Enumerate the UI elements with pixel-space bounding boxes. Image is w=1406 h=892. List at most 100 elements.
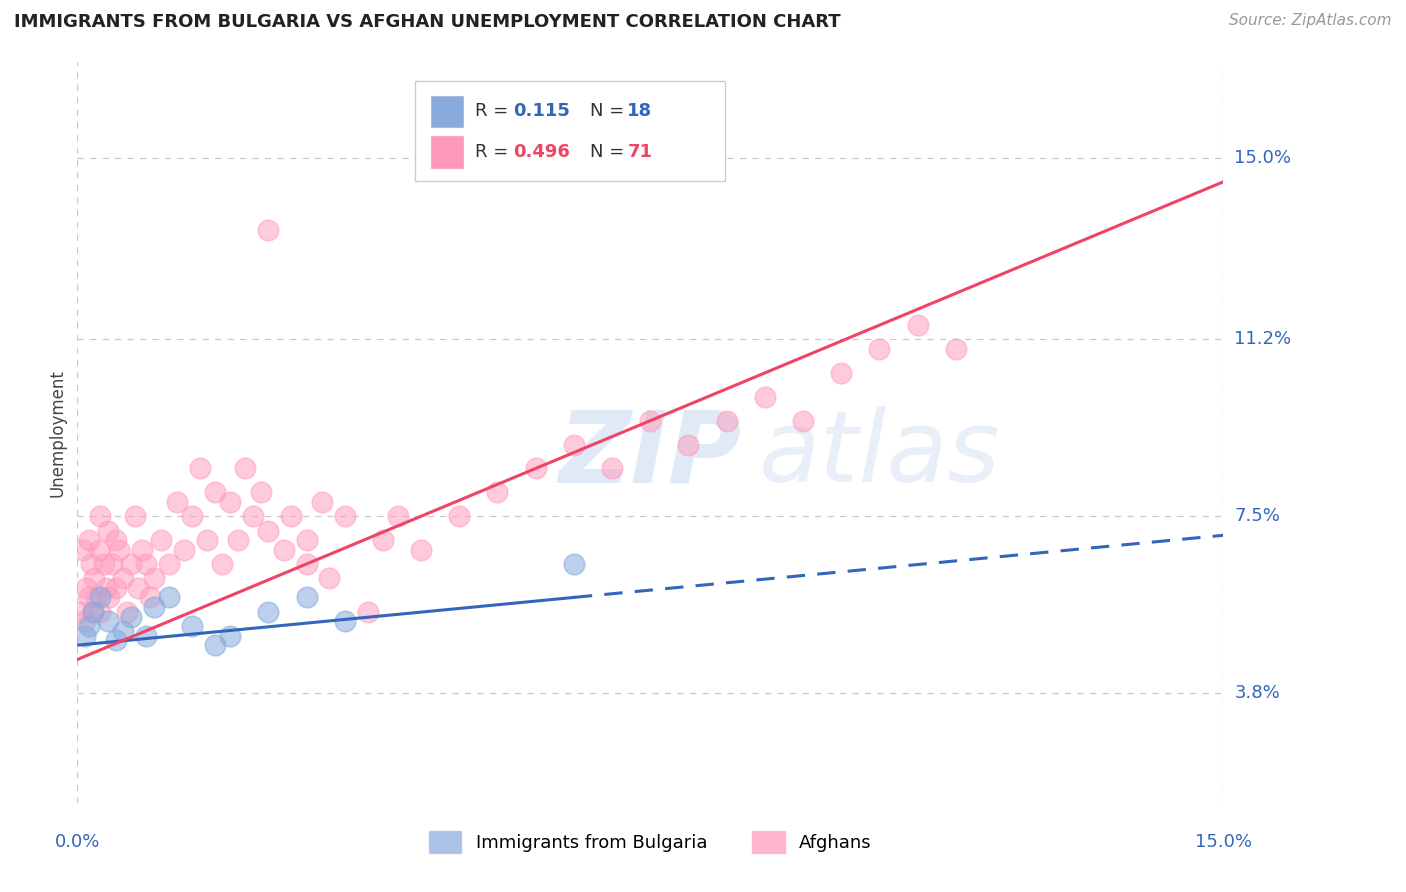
Text: IMMIGRANTS FROM BULGARIA VS AFGHAN UNEMPLOYMENT CORRELATION CHART: IMMIGRANTS FROM BULGARIA VS AFGHAN UNEMP… (14, 13, 841, 31)
Point (226, 533, 249, 547)
Point (127, 581, 149, 595)
Point (98, 591, 121, 605)
Bar (432, 136, 464, 168)
Point (204, 485, 226, 500)
Point (82, 605, 104, 619)
Point (104, 581, 127, 595)
Point (242, 509, 264, 524)
Point (257, 605, 280, 619)
Point (257, 524, 280, 538)
Point (87, 542, 110, 557)
Point (97, 615, 120, 629)
Point (100, 557, 122, 571)
Point (70, 605, 93, 619)
Point (907, 318, 929, 333)
Point (77, 591, 100, 605)
Text: 3.8%: 3.8% (1234, 684, 1279, 702)
Point (754, 390, 776, 404)
Point (166, 495, 188, 509)
Point (135, 557, 157, 571)
Point (219, 629, 242, 643)
Point (180, 619, 202, 633)
Point (142, 571, 165, 585)
Point (112, 571, 135, 585)
Point (157, 557, 180, 571)
Point (371, 533, 394, 547)
Point (188, 461, 211, 475)
Point (97, 524, 120, 538)
Text: 11.2%: 11.2% (1234, 330, 1292, 349)
Point (235, 461, 257, 475)
Text: 15.0%: 15.0% (1195, 833, 1251, 851)
Point (135, 629, 157, 643)
Text: 15.0%: 15.0% (1234, 149, 1291, 167)
Point (115, 605, 138, 619)
Text: atlas: atlas (759, 407, 1001, 503)
Point (524, 461, 547, 475)
Point (640, 414, 662, 428)
Text: R =: R = (475, 143, 515, 161)
Text: 0.496: 0.496 (513, 143, 569, 161)
Point (204, 638, 226, 652)
Point (150, 533, 173, 547)
Point (869, 342, 891, 356)
Point (72, 542, 94, 557)
Point (108, 542, 131, 557)
Point (80, 557, 103, 571)
Point (157, 591, 180, 605)
Point (830, 366, 852, 380)
Legend: Immigrants from Bulgaria, Afghans: Immigrants from Bulgaria, Afghans (422, 824, 879, 861)
Point (77, 533, 100, 547)
Point (73, 629, 96, 643)
Point (104, 633, 127, 648)
Point (387, 509, 409, 524)
Point (792, 414, 814, 428)
Point (333, 509, 356, 524)
Point (82, 605, 104, 619)
Point (295, 591, 318, 605)
Point (76, 581, 98, 595)
Point (93, 557, 115, 571)
Point (89, 605, 111, 619)
Point (139, 591, 162, 605)
Point (562, 437, 585, 451)
Point (295, 533, 318, 547)
Point (120, 557, 142, 571)
Text: ZIP: ZIP (558, 407, 741, 503)
Text: R =: R = (475, 103, 515, 120)
Point (311, 495, 333, 509)
Point (96, 581, 118, 595)
Point (120, 609, 142, 624)
Y-axis label: Unemployment: Unemployment (48, 368, 66, 497)
Point (104, 533, 127, 547)
Point (112, 624, 135, 638)
Text: 18: 18 (627, 103, 652, 120)
Text: N =: N = (589, 143, 630, 161)
Point (89, 509, 111, 524)
Point (600, 461, 623, 475)
Point (486, 485, 509, 500)
Point (449, 509, 471, 524)
Point (173, 542, 195, 557)
Point (716, 414, 738, 428)
Text: Source: ZipAtlas.com: Source: ZipAtlas.com (1229, 13, 1392, 29)
Point (180, 509, 202, 524)
Point (77, 619, 100, 633)
Text: 0.0%: 0.0% (55, 833, 100, 851)
Point (562, 557, 585, 571)
Point (219, 495, 242, 509)
Bar (415, 81, 724, 181)
Text: 71: 71 (627, 143, 652, 161)
Point (86, 591, 108, 605)
Point (249, 485, 271, 500)
Point (273, 542, 295, 557)
Text: 7.5%: 7.5% (1234, 508, 1281, 525)
Point (83, 571, 105, 585)
Point (257, 222, 280, 236)
Text: 0.115: 0.115 (513, 103, 569, 120)
Point (124, 509, 146, 524)
Point (295, 557, 318, 571)
Point (945, 342, 967, 356)
Point (333, 615, 356, 629)
Point (73, 615, 96, 629)
